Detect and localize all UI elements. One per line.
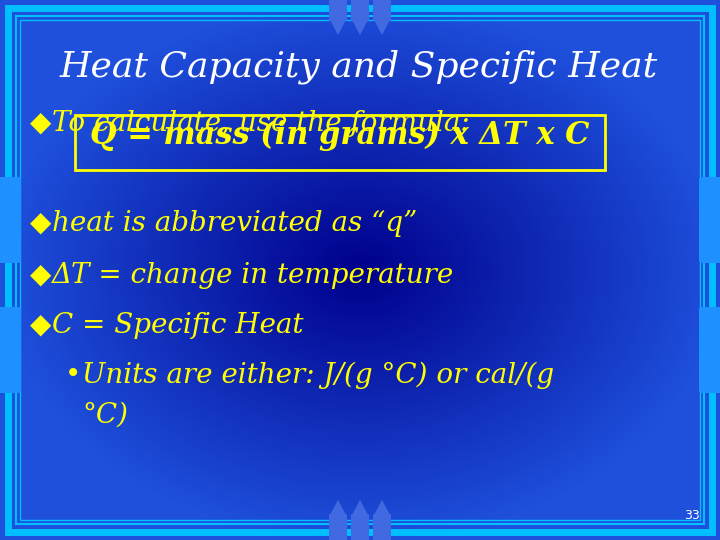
Text: Heat Capacity and Specific Heat: Heat Capacity and Specific Heat	[60, 50, 658, 84]
Text: Q = mass (in grams) x ΔT x C: Q = mass (in grams) x ΔT x C	[90, 119, 590, 151]
Text: •: •	[65, 362, 81, 389]
Text: 33: 33	[684, 509, 700, 522]
Text: heat is abbreviated as “q”: heat is abbreviated as “q”	[52, 210, 418, 237]
FancyBboxPatch shape	[0, 307, 21, 393]
Polygon shape	[352, 20, 368, 35]
FancyBboxPatch shape	[329, 514, 347, 540]
FancyBboxPatch shape	[699, 307, 720, 393]
FancyBboxPatch shape	[699, 177, 720, 263]
FancyBboxPatch shape	[0, 177, 21, 263]
Text: ◆: ◆	[30, 312, 51, 339]
FancyBboxPatch shape	[351, 0, 369, 21]
FancyBboxPatch shape	[373, 0, 391, 21]
Text: ◆: ◆	[30, 210, 51, 237]
Polygon shape	[330, 500, 346, 515]
Text: ◆: ◆	[30, 110, 51, 137]
Text: To calculate, use the formula:: To calculate, use the formula:	[52, 110, 469, 137]
FancyBboxPatch shape	[351, 514, 369, 540]
Text: Units are either: J/(g °C) or cal/(g: Units are either: J/(g °C) or cal/(g	[82, 362, 554, 389]
Text: ΔT = change in temperature: ΔT = change in temperature	[52, 262, 454, 289]
Text: C = Specific Heat: C = Specific Heat	[52, 312, 304, 339]
FancyBboxPatch shape	[373, 514, 391, 540]
Polygon shape	[330, 20, 346, 35]
Polygon shape	[374, 20, 390, 35]
Polygon shape	[374, 500, 390, 515]
Text: °C): °C)	[82, 402, 128, 429]
FancyBboxPatch shape	[329, 0, 347, 21]
Text: ◆: ◆	[30, 262, 51, 289]
Polygon shape	[352, 500, 368, 515]
